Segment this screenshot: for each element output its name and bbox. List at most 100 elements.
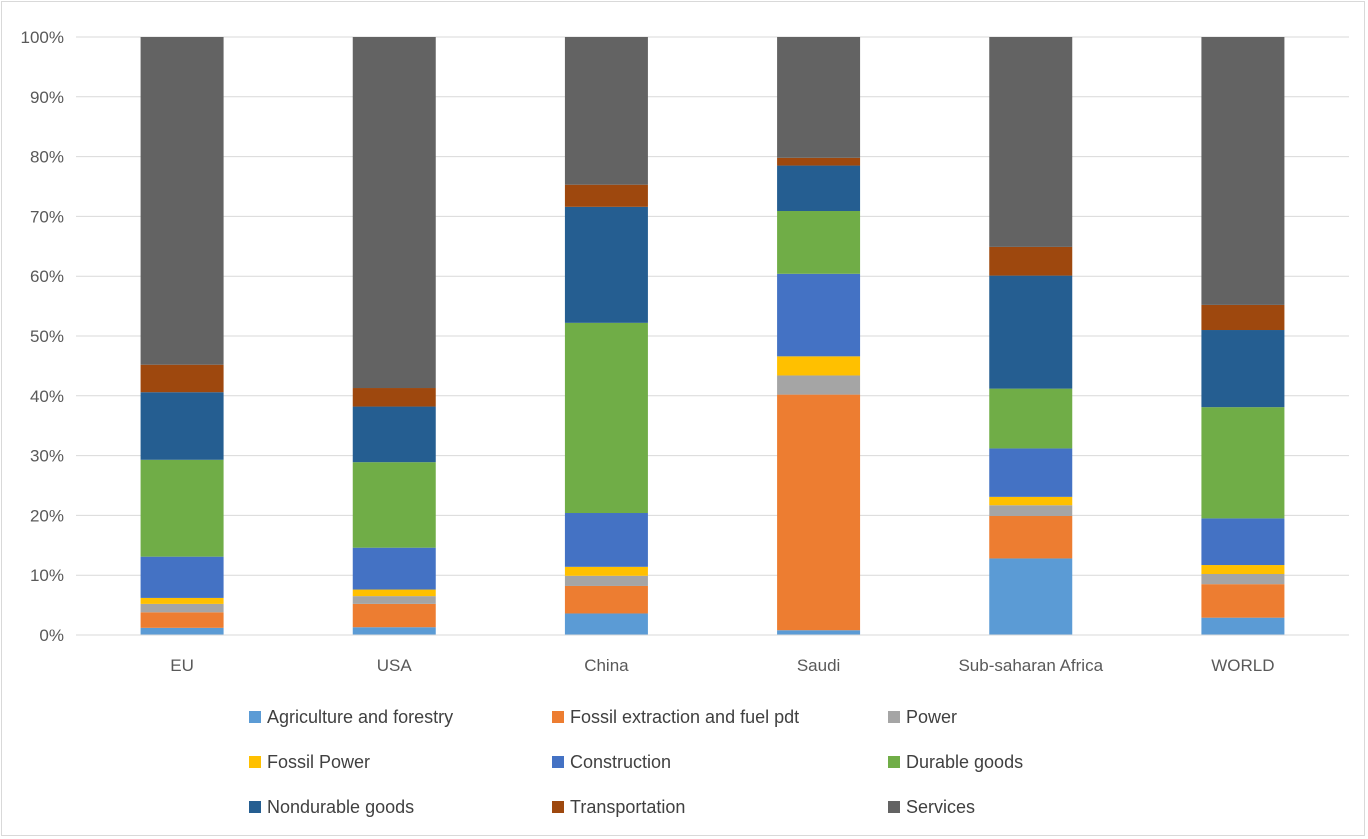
bar-sub-saharan-africa-durable-goods <box>989 388 1073 449</box>
y-tick-label: 60% <box>30 267 64 286</box>
bar-world-fossil-extraction-and-fuel-pdt <box>1201 584 1285 618</box>
bar-china-durable-goods <box>564 322 648 514</box>
bar-eu-construction <box>140 556 224 598</box>
bar-eu-durable-goods <box>140 459 224 557</box>
bar-usa-nondurable-goods <box>352 406 436 463</box>
bar-eu-power <box>140 603 224 613</box>
bar-china-agriculture-and-forestry <box>564 613 648 635</box>
x-tick-label: Saudi <box>797 656 840 675</box>
y-tick-label: 20% <box>30 506 64 525</box>
bar-saudi-power <box>777 375 861 395</box>
legend-label: Agriculture and forestry <box>267 707 453 727</box>
bar-eu-services <box>140 37 224 365</box>
bar-world-services <box>1201 37 1285 305</box>
x-tick-label: EU <box>170 656 194 675</box>
bar-eu-nondurable-goods <box>140 392 224 460</box>
bar-saudi-transportation <box>777 157 861 166</box>
x-tick-label: WORLD <box>1211 656 1274 675</box>
bar-world-fossil-power <box>1201 565 1285 575</box>
bar-sub-saharan-africa-transportation <box>989 246 1073 276</box>
y-tick-label: 80% <box>30 148 64 167</box>
legend-label: Nondurable goods <box>267 797 414 817</box>
legend-swatch <box>249 756 261 768</box>
bar-saudi-services <box>777 37 861 158</box>
bar-eu-agriculture-and-forestry <box>140 627 224 635</box>
bar-china-construction <box>564 513 648 567</box>
bar-china-fossil-power <box>564 566 648 576</box>
bar-eu-fossil-extraction-and-fuel-pdt <box>140 612 224 628</box>
x-tick-label: Sub-saharan Africa <box>958 656 1103 675</box>
x-tick-label: China <box>584 656 629 675</box>
bar-saudi-construction <box>777 273 861 357</box>
legend-item-fossil-power: Fossil Power <box>249 752 370 772</box>
bar-saudi-fossil-power <box>777 356 861 376</box>
bar-sub-saharan-africa-fossil-extraction-and-fuel-pdt <box>989 515 1073 559</box>
legend-item-fossil-extraction-and-fuel-pdt: Fossil extraction and fuel pdt <box>552 707 799 727</box>
bar-saudi-nondurable-goods <box>777 165 861 212</box>
legend-swatch <box>552 756 564 768</box>
bar-usa-transportation <box>352 388 436 407</box>
bar-china-fossil-extraction-and-fuel-pdt <box>564 585 648 614</box>
bar-china-nondurable-goods <box>564 206 648 323</box>
bar-eu-fossil-power <box>140 597 224 604</box>
x-tick-label: USA <box>377 656 413 675</box>
bar-usa-agriculture-and-forestry <box>352 627 436 635</box>
legend-label: Fossil extraction and fuel pdt <box>570 707 799 727</box>
bar-saudi-agriculture-and-forestry <box>777 630 861 635</box>
y-tick-label: 70% <box>30 207 64 226</box>
bar-china-power <box>564 575 648 586</box>
gridlines <box>76 36 1349 636</box>
legend-label: Transportation <box>570 797 685 817</box>
bar-usa-fossil-power <box>352 589 436 597</box>
legend-swatch <box>888 711 900 723</box>
legend-item-services: Services <box>888 797 975 817</box>
legend-label: Durable goods <box>906 752 1023 772</box>
y-tick-label: 10% <box>30 566 64 585</box>
legend-item-nondurable-goods: Nondurable goods <box>249 797 414 817</box>
y-tick-label: 90% <box>30 88 64 107</box>
legend-item-agriculture-and-forestry: Agriculture and forestry <box>249 707 453 727</box>
legend-item-power: Power <box>888 707 957 727</box>
bar-world-transportation <box>1201 304 1285 331</box>
bar-usa-durable-goods <box>352 462 436 548</box>
legend-label: Power <box>906 707 957 727</box>
bar-sub-saharan-africa-construction <box>989 448 1073 497</box>
bar-world-construction <box>1201 518 1285 566</box>
bar-world-durable-goods <box>1201 407 1285 519</box>
bar-china-services <box>564 37 648 185</box>
bar-sub-saharan-africa-services <box>989 37 1073 247</box>
bar-world-power <box>1201 574 1285 585</box>
y-tick-label: 30% <box>30 447 64 466</box>
bar-china-transportation <box>564 184 648 207</box>
legend: Agriculture and forestry Fossil extractio… <box>249 707 1023 817</box>
bar-world-nondurable-goods <box>1201 330 1285 408</box>
bar-usa-fossil-extraction-and-fuel-pdt <box>352 603 436 628</box>
bar-usa-services <box>352 37 436 389</box>
legend-label: Services <box>906 797 975 817</box>
bar-sub-saharan-africa-agriculture-and-forestry <box>989 558 1073 635</box>
legend-item-durable-goods: Durable goods <box>888 752 1023 772</box>
legend-swatch <box>552 801 564 813</box>
legend-item-construction: Construction <box>552 752 671 772</box>
legend-swatch <box>888 756 900 768</box>
y-tick-label: 40% <box>30 387 64 406</box>
y-tick-label: 100% <box>21 28 64 47</box>
bar-saudi-fossil-extraction-and-fuel-pdt <box>777 394 861 631</box>
legend-swatch <box>552 711 564 723</box>
legend-label: Fossil Power <box>267 752 370 772</box>
axes: 0% 10% 20% 30% 40% 50% 60% 70% 80% 90% 100% EU USA Ch… <box>21 28 1349 675</box>
legend-label: Construction <box>570 752 671 772</box>
bar-world-agriculture-and-forestry <box>1201 617 1285 635</box>
legend-swatch <box>249 801 261 813</box>
bar-saudi-durable-goods <box>777 211 861 274</box>
bar-sub-saharan-africa-nondurable-goods <box>989 275 1073 389</box>
y-tick-label: 0% <box>39 626 64 645</box>
bars <box>140 37 1285 635</box>
bar-sub-saharan-africa-power <box>989 505 1073 516</box>
legend-swatch <box>249 711 261 723</box>
bar-usa-construction <box>352 547 436 590</box>
bar-sub-saharan-africa-fossil-power <box>989 496 1073 506</box>
legend-item-transportation: Transportation <box>552 797 685 817</box>
